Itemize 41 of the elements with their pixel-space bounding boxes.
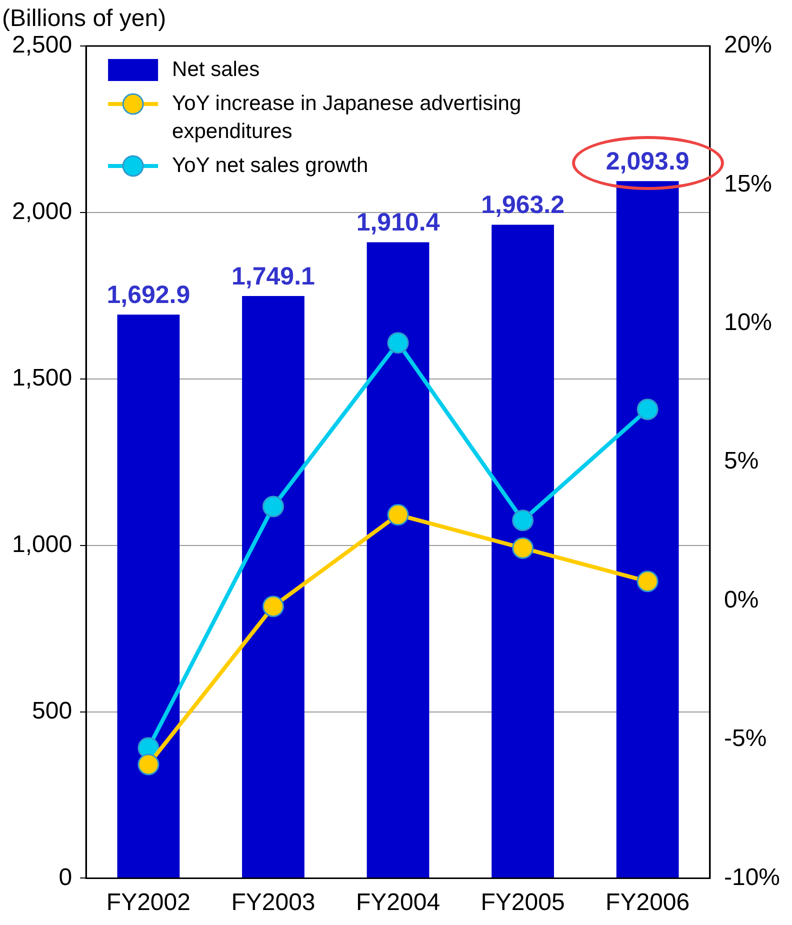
data-label: 1,963.2 [481,191,565,220]
data-label: 1,692.9 [106,281,190,310]
y-tick-label: 0 [58,864,72,891]
data-label: 1,749.1 [232,262,316,290]
y-tick-label: 500 [32,697,72,724]
y2-tick-label: 0% [724,586,759,614]
point [636,570,658,592]
y-axis-title: (Billions of yen) [2,5,166,32]
point [512,537,534,559]
y2-tick-label: 20% [724,32,772,59]
y-tick-label: 2,500 [12,32,72,59]
point [387,332,409,354]
point [387,504,409,526]
legend-label: Net sales [172,58,260,81]
bar [492,224,554,878]
x-tick-label: FY2003 [231,889,316,916]
data-label: 1,910.4 [356,208,440,237]
legend-label: YoY net sales growth [172,154,368,177]
y-tick-label: 1,500 [12,364,72,392]
x-tick-label: FY2002 [106,889,190,916]
bar [366,242,430,878]
y-tick-label: 1,000 [12,530,72,558]
bar [242,296,304,878]
bar [117,314,180,878]
bar [616,181,679,878]
y2-tick-label: 5% [724,448,759,475]
point [262,596,284,618]
y-tick-label: 2,000 [12,198,72,226]
point [512,510,534,532]
x-tick-label: FY2004 [356,889,440,916]
point [636,398,658,420]
x-tick-label: FY2006 [606,889,690,916]
data-label: 2,093.9 [606,148,690,176]
y2-tick-label: -10% [724,864,780,891]
x-tick-label: FY2005 [480,889,565,916]
y2-tick-label: 10% [724,309,772,336]
y2-tick-label: -5% [724,725,767,752]
y2-tick-label: 15% [724,170,772,198]
point [262,496,284,518]
legend-label: YoY increase in Japanese advertising expenditures [172,92,522,143]
point [138,754,160,776]
